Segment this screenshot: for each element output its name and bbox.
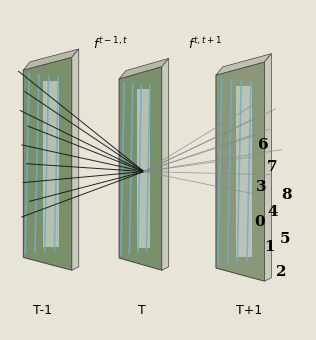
Text: 8: 8 — [281, 188, 292, 202]
Text: 6: 6 — [258, 138, 268, 152]
Text: 3: 3 — [256, 180, 267, 194]
Polygon shape — [119, 67, 162, 270]
Polygon shape — [23, 57, 72, 270]
Text: $f^{t,t+1}$: $f^{t,t+1}$ — [188, 35, 222, 52]
Polygon shape — [72, 49, 79, 270]
Polygon shape — [216, 62, 264, 281]
Polygon shape — [216, 54, 271, 75]
Text: T-1: T-1 — [33, 304, 52, 317]
Polygon shape — [236, 86, 252, 257]
Text: 1: 1 — [264, 240, 275, 254]
Text: T+1: T+1 — [236, 304, 262, 317]
Text: 0: 0 — [254, 215, 265, 229]
Text: 7: 7 — [267, 160, 278, 174]
Text: T: T — [138, 304, 146, 317]
Polygon shape — [162, 58, 169, 270]
Text: 4: 4 — [267, 205, 278, 219]
Polygon shape — [119, 58, 169, 79]
Text: $f^{t-1,t}$: $f^{t-1,t}$ — [93, 35, 129, 52]
Polygon shape — [23, 49, 79, 70]
Polygon shape — [137, 89, 150, 248]
Polygon shape — [264, 54, 271, 281]
Polygon shape — [43, 81, 59, 247]
Text: 5: 5 — [280, 232, 290, 246]
Text: 2: 2 — [276, 265, 287, 279]
